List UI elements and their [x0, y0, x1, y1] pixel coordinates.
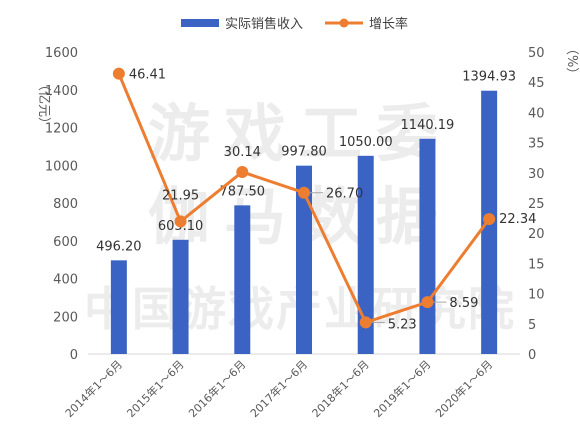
growth-value-label: 30.14	[224, 145, 261, 160]
growth-point	[112, 67, 125, 80]
x-tick-label: 2017年1～6月	[247, 357, 310, 420]
x-tick-label: 2018年1～6月	[309, 357, 372, 420]
y-right-tick-label: 15	[528, 257, 545, 272]
growth-value-label: 26.70	[326, 187, 363, 202]
x-tick-label: 2019年1～6月	[371, 357, 434, 420]
y-right-tick-label: 40	[528, 106, 545, 121]
growth-value-label: 8.59	[449, 296, 478, 311]
y-left-tick-label: 200	[53, 310, 78, 325]
growth-point	[359, 316, 372, 329]
legend-label-revenue: 实际销售收入	[225, 16, 303, 32]
y-left-tick-label: 1400	[45, 84, 78, 99]
bar	[234, 205, 251, 354]
bar-value-label: 1050.00	[339, 135, 393, 150]
watermark-line-2: 伽马数据	[148, 180, 452, 253]
x-tick-label: 2015年1～6月	[124, 357, 187, 420]
legend: 实际销售收入 增长率	[181, 16, 408, 32]
watermark-line-1: 游戏工委	[148, 97, 452, 170]
legend-swatch-growth-marker	[339, 18, 349, 28]
y-right-tick-label: 10	[528, 288, 545, 303]
bar	[357, 155, 374, 354]
y-right-tick-label: 45	[528, 76, 545, 91]
x-tick-label: 2020年1～6月	[432, 357, 495, 420]
right-axis-unit: （%）	[564, 42, 579, 80]
bar-value-label: 496.20	[96, 239, 142, 254]
y-left-tick-label: 400	[53, 273, 78, 288]
growth-value-label: 21.95	[162, 188, 199, 203]
growth-point	[174, 215, 187, 228]
legend-swatch-revenue	[181, 19, 219, 27]
x-tick-label: 2014年1～6月	[62, 357, 125, 420]
growth-value-label: 22.34	[499, 212, 536, 227]
legend-label-growth: 增长率	[369, 16, 408, 32]
y-left-tick-label: 800	[53, 197, 78, 212]
x-tick-label: 2016年1～6月	[185, 357, 248, 420]
y-left-tick-label: 0	[70, 348, 78, 363]
bar	[419, 138, 436, 354]
y-right-tick-label: 5	[528, 318, 536, 333]
y-right-tick-label: 35	[528, 137, 545, 152]
y-right-tick-label: 20	[528, 227, 545, 242]
bar-value-label: 1394.93	[462, 70, 516, 85]
bar-value-label: 1140.19	[401, 118, 455, 133]
y-right-tick-label: 30	[528, 167, 545, 182]
growth-point	[421, 296, 434, 309]
bar-value-label: 787.50	[220, 184, 266, 199]
growth-value-label: 5.23	[388, 317, 417, 332]
growth-point	[298, 186, 310, 199]
y-left-tick-label: 1200	[45, 122, 78, 137]
y-right-tick-label: 25	[528, 197, 545, 212]
growth-value-label: 46.41	[129, 68, 166, 83]
y-right-tick-label: 0	[528, 348, 536, 363]
bar	[110, 260, 127, 354]
bar	[172, 239, 189, 354]
left-axis-unit: （亿元）	[36, 78, 51, 130]
growth-point	[483, 213, 496, 226]
y-left-tick-label: 600	[53, 235, 78, 250]
y-left-tick-label: 1600	[45, 46, 78, 61]
y-left-tick-label: 1000	[45, 159, 78, 174]
bar	[296, 165, 312, 354]
watermark: 游戏工委 伽马数据 中国游戏产业研究院	[84, 97, 514, 336]
y-right-tick-label: 50	[528, 46, 545, 61]
bar-value-label: 997.80	[281, 145, 327, 160]
growth-point	[236, 165, 249, 178]
